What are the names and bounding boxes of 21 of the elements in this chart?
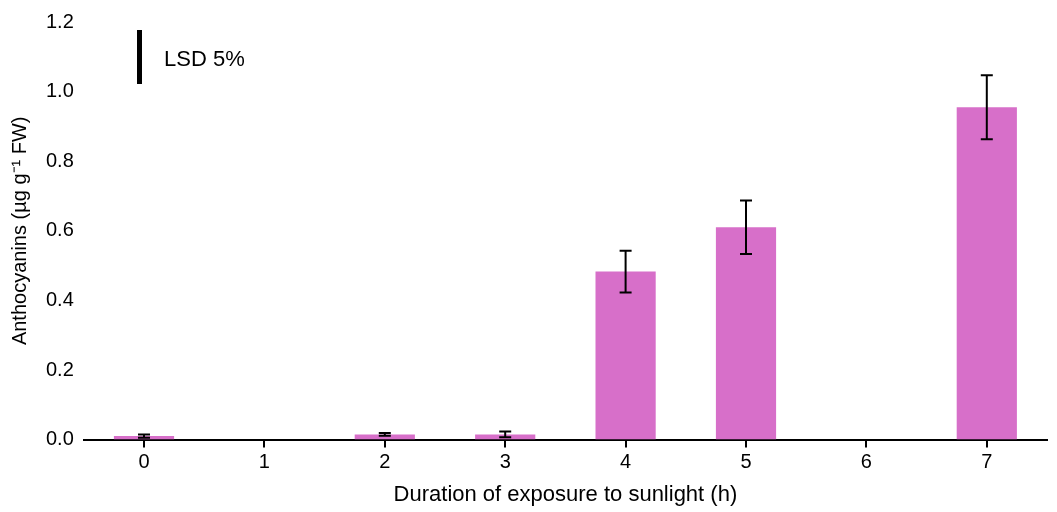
y-tick-label: 1.0 xyxy=(45,79,74,102)
y-tick-label: 1.2 xyxy=(45,9,74,32)
y-axis-title: Anthocyanins (µg g⁻¹ FW) xyxy=(7,116,30,346)
bar xyxy=(595,271,656,440)
y-tick-label: 0.2 xyxy=(45,357,74,380)
x-axis-title: Duration of exposure to sunlight (h) xyxy=(393,480,738,506)
bar xyxy=(956,107,1017,440)
x-tick-label: 6 xyxy=(860,450,872,473)
y-tick-label: 0.6 xyxy=(45,218,74,241)
x-tick-label: 1 xyxy=(258,450,270,473)
annotation: LSD 5% xyxy=(164,46,245,72)
x-tick-label: 7 xyxy=(981,450,993,473)
x-tick-label: 5 xyxy=(740,450,752,473)
x-tick-label: 3 xyxy=(499,450,511,473)
x-tick-label: 0 xyxy=(138,450,150,473)
y-tick-label: 0.0 xyxy=(45,427,74,450)
y-tick-label: 0.8 xyxy=(45,148,74,171)
y-tick-label: 0.4 xyxy=(45,287,74,310)
bar xyxy=(715,227,777,440)
x-tick-label: 2 xyxy=(379,450,391,473)
x-tick-label: 4 xyxy=(620,450,632,473)
